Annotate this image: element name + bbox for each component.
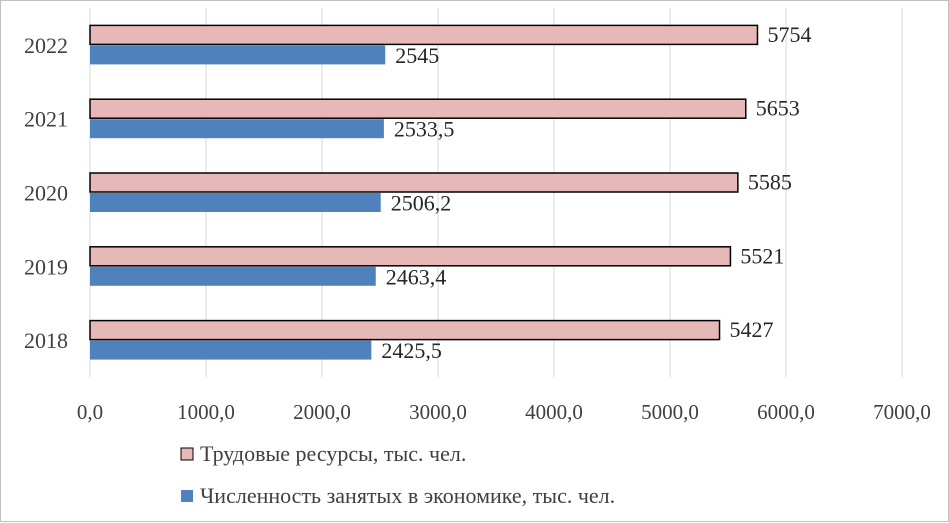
x-tick-label: 7000,0	[873, 400, 931, 424]
x-tick-label: 4000,0	[525, 400, 583, 424]
bar-labor-resources	[89, 172, 739, 193]
bar-employed	[90, 340, 372, 360]
data-label-labor-resources: 5653	[756, 96, 800, 121]
data-labels: 5427 2425,5 5521 2463,4 5585 2506,2 5653 2533,5…	[381, 22, 811, 363]
data-label-labor-resources: 5427	[730, 317, 774, 342]
legend-swatch	[181, 490, 193, 502]
category-label: 2020	[24, 181, 68, 206]
bar-employed	[90, 119, 384, 139]
legend-label: Численность занятых в экономике, тыс. че…	[200, 483, 615, 508]
category-label: 2022	[24, 33, 68, 58]
data-label-employed: 2506,2	[391, 191, 452, 216]
x-tick-label: 0,0	[77, 400, 103, 424]
data-label-employed: 2463,4	[386, 264, 447, 289]
bar-labor-resources	[89, 24, 759, 46]
x-tick-label: 2000,0	[293, 400, 351, 424]
x-tick-label: 6000,0	[757, 400, 815, 424]
category-label: 2018	[24, 328, 68, 353]
x-tick-labels: 0,0 1000,0 2000,0 3000,0 4000,0 5000,0 6000,0 7…	[77, 400, 931, 424]
category-label: 2021	[24, 107, 68, 132]
x-tick-label: 5000,0	[641, 400, 699, 424]
legend-label: Трудовые ресурсы, тыс. чел.	[200, 441, 466, 466]
data-label-labor-resources: 5521	[740, 243, 784, 268]
bar-labor-resources	[89, 319, 721, 341]
bars	[89, 24, 759, 360]
x-tick-label: 3000,0	[409, 400, 467, 424]
category-labels: 2018 2019 2020 2021 2022	[24, 33, 68, 353]
data-label-employed: 2425,5	[381, 338, 442, 363]
bar-labor-resources	[89, 98, 747, 119]
data-label-labor-resources: 5585	[748, 170, 792, 195]
data-label-employed: 2545	[395, 43, 439, 68]
bar-labor-resources	[89, 246, 732, 267]
x-tick-label: 1000,0	[177, 400, 235, 424]
data-label-employed: 2533,5	[394, 117, 455, 142]
legend-swatch	[180, 447, 194, 461]
bar-employed	[90, 45, 386, 65]
category-label: 2019	[24, 254, 68, 279]
legend: Трудовые ресурсы, тыс. чел. Численность з…	[180, 441, 615, 508]
bar-employed	[90, 193, 381, 212]
data-label-labor-resources: 5754	[767, 22, 811, 47]
bar-employed	[90, 266, 376, 286]
